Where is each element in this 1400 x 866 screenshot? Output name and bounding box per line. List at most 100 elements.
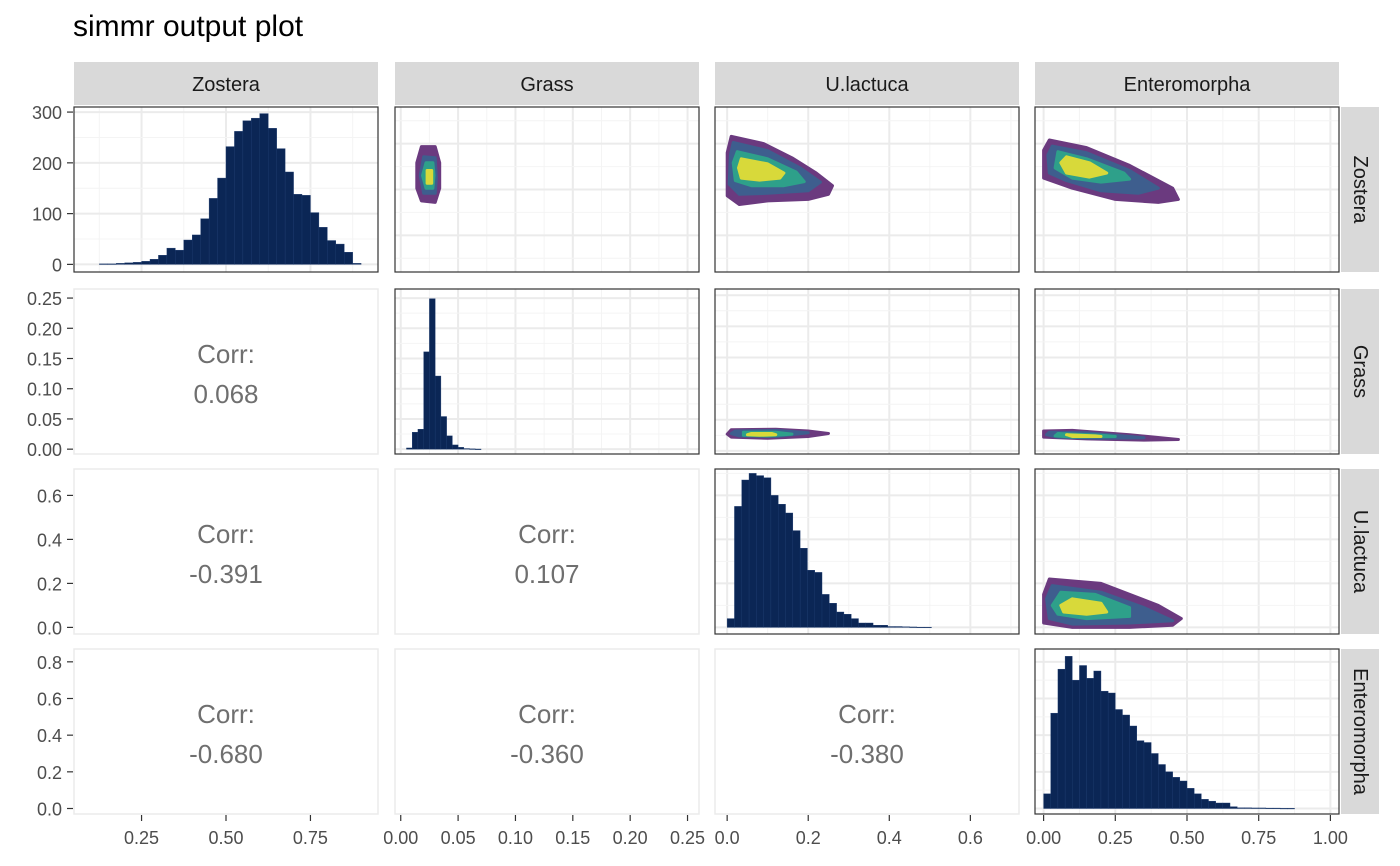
x-axis-tick-label: 0.75 [1241,828,1276,848]
y-axis-tick-label: 0.6 [37,690,62,710]
panel-border [714,288,1020,455]
y-axis-tick-label: 0.0 [37,618,62,638]
x-axis-tick-label: 0.05 [441,828,476,848]
density-contour-level [1059,597,1109,616]
histogram-bar [1043,793,1051,809]
y-axis-tick-label: 0.15 [27,350,62,370]
histogram-bar [887,626,896,628]
histogram-bar [208,198,218,265]
correlation-value: 0.107 [514,559,579,589]
histogram-bar [166,247,176,265]
histogram-bar [301,195,311,265]
histogram-bar [1143,742,1152,809]
histogram-bar [268,128,277,265]
histogram-bar [865,622,874,628]
correlation-panel [394,648,700,815]
histogram-bar [1079,665,1087,809]
histogram-bar [1244,807,1252,809]
correlation-value: -0.360 [510,739,584,769]
histogram-bar [1150,753,1159,809]
correlation-value: 0.068 [193,379,258,409]
histogram-bar [1100,690,1109,809]
histogram-bar [116,263,125,265]
y-axis-tick-label: 0.00 [27,440,62,460]
panel-border [1034,106,1340,273]
correlation-label: Corr: [197,339,255,369]
histogram-bar [149,259,159,265]
histogram-bar [417,429,424,450]
histogram-bar [1215,802,1224,809]
correlation-panel [73,288,379,455]
histogram-bar [1265,807,1274,809]
density-contour-level [737,157,786,182]
y-axis-tick-label: 0.2 [37,574,62,594]
row-strip-label: U.lactuca [1349,510,1371,594]
histogram-bar [1136,740,1145,809]
histogram-bar [192,234,201,265]
histogram-bar [276,148,286,265]
histogram-bar [1115,709,1123,809]
panel-border [73,106,379,273]
histogram-bar [1107,692,1116,809]
histogram-bar [200,218,210,265]
histogram-bar [763,477,772,628]
y-axis-tick-label: 0 [52,255,62,275]
histogram-bar [406,447,413,450]
histogram-bar [141,261,151,265]
histogram-bar [858,622,866,628]
histogram-bar [440,416,447,450]
row-strip-label: Enteromorpha [1349,668,1371,796]
x-axis-tick-label: 0.0 [715,828,740,848]
panel-border [394,288,700,455]
density-contour-level [425,169,434,185]
histogram-bar [850,618,859,628]
histogram-bar [327,240,336,265]
y-axis-tick-label: 0.8 [37,653,62,673]
histogram-bar [132,262,142,265]
x-axis-tick-label: 0.00 [1026,828,1061,848]
histogram-bar [1158,764,1166,809]
histogram-bar [872,625,881,628]
histogram-bar [1186,788,1195,809]
y-axis-tick-label: 0.0 [37,800,62,820]
x-axis-tick-label: 0.20 [613,828,648,848]
correlation-panel [714,648,1020,815]
histogram-bar [770,495,779,628]
histogram-bar [251,117,260,265]
histogram-bar [158,255,168,265]
histogram-bar [1057,668,1066,809]
x-axis-tick-label: 0.50 [1169,828,1204,848]
x-axis-tick-label: 0.10 [498,828,533,848]
histogram-bar [318,227,328,265]
histogram-bar [217,177,227,265]
x-axis-tick-label: 0.25 [1098,828,1133,848]
column-strip-label: Zostera [192,74,261,96]
density-contour-level [745,432,778,437]
histogram-bar [335,243,345,265]
row-strip-label: Grass [1349,345,1371,398]
histogram-bar [880,625,888,628]
correlation-label: Corr: [838,699,896,729]
histogram-bar [1179,780,1188,809]
histogram-bar [434,375,442,450]
histogram-bar [1208,800,1216,809]
histogram-bar [1072,679,1080,809]
column-strip [1035,62,1339,105]
x-axis-tick-label: 0.25 [124,828,159,848]
panel-border [714,468,1020,635]
correlation-label: Corr: [197,699,255,729]
histogram-bar [1229,806,1238,809]
column-strip-label: Enteromorpha [1124,74,1252,96]
histogram-bar [242,120,252,265]
histogram-bar [821,594,830,628]
histogram-bar [175,249,184,265]
histogram-bar [1122,714,1130,809]
histogram-bar [778,504,786,628]
histogram-bar [1222,802,1231,809]
panel-border [1034,648,1340,815]
correlation-panel [394,468,700,635]
histogram-bar [124,262,134,265]
density-contour-level [1065,433,1103,438]
histogram-bar [843,614,852,628]
histogram-bar [829,603,837,628]
